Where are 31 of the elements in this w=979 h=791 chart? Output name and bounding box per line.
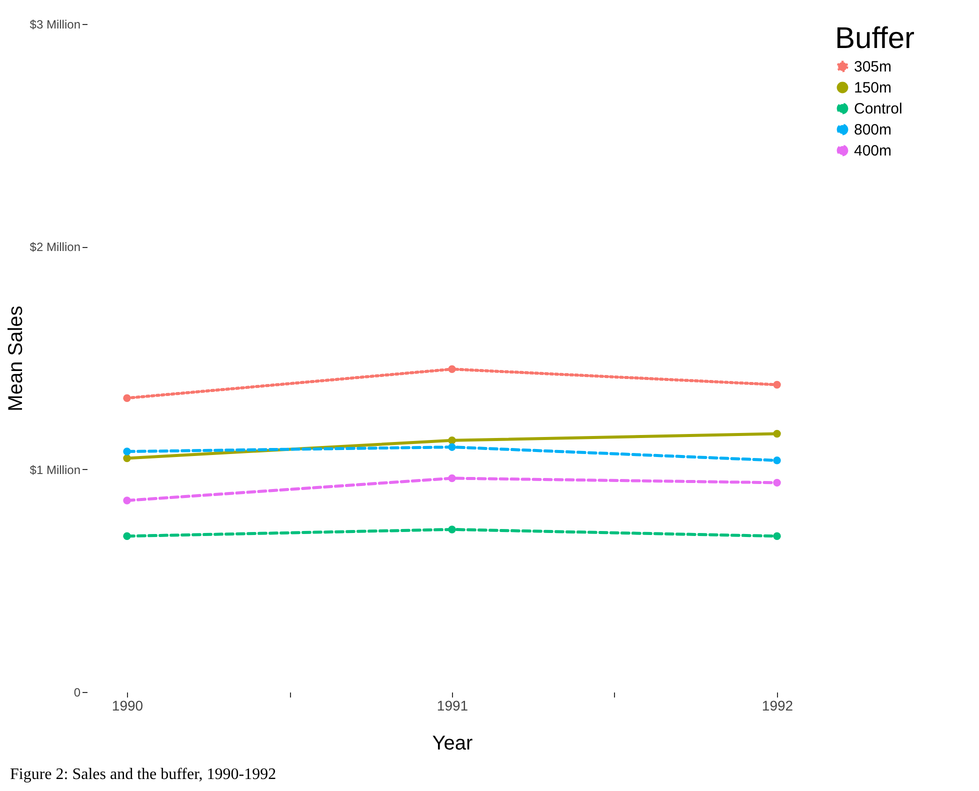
x-axis-title: Year (432, 732, 474, 754)
y-axis-title: Mean Sales (4, 306, 27, 412)
x-tick-label: 1990 (112, 698, 144, 714)
point (773, 380, 781, 389)
y-tick-label: $2 Million (30, 240, 80, 254)
point (448, 474, 456, 482)
y-tick-label: $3 Million (30, 18, 80, 32)
point (448, 526, 456, 534)
point (773, 430, 781, 438)
legend-label: 305m (854, 58, 892, 76)
point (773, 532, 781, 540)
legend-label: 800m (854, 122, 892, 138)
point (123, 394, 131, 402)
point (123, 448, 131, 456)
point (448, 365, 456, 373)
point (123, 454, 131, 462)
caption: Figure 2: Sales and the buffer, 1990-1992 (10, 766, 276, 784)
x-tick-label: 1992 (762, 698, 794, 714)
legend-label: 150m (854, 80, 892, 96)
legend-label: 400m (854, 142, 892, 160)
y-tick-label: 0 (74, 686, 81, 700)
point (773, 478, 781, 487)
legend-label: Control (854, 100, 902, 118)
point (123, 496, 131, 504)
legend-title: Buffer (835, 22, 915, 55)
point (448, 443, 456, 451)
point (448, 436, 456, 444)
point (773, 456, 781, 464)
point (123, 532, 131, 540)
y-tick-label: $1 Million (30, 462, 80, 477)
x-tick-label: 1991 (436, 698, 468, 714)
